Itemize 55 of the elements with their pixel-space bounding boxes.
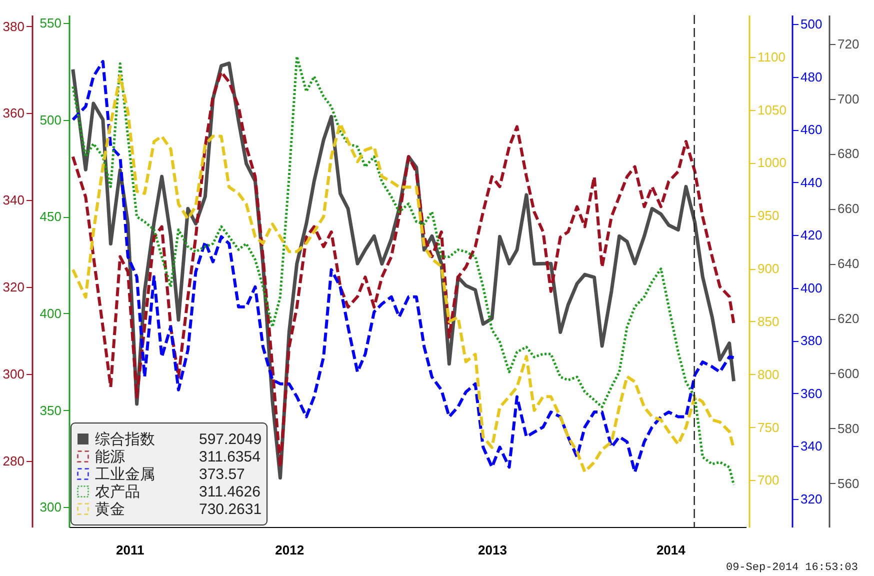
y-tick-label: 680 [838, 146, 860, 162]
legend-label: 黄金 [95, 501, 125, 518]
y3-tick-label: 500 [800, 16, 822, 32]
y2-tick-label: 850 [758, 314, 780, 329]
legend-label: 能源 [95, 448, 125, 466]
y3-tick-label: 480 [800, 69, 822, 84]
legend-label: 农产品 [95, 484, 140, 500]
y2-tick-label: 700 [758, 472, 780, 488]
y-tick-label: 400 [40, 306, 62, 321]
y-tick-label: 700 [838, 91, 860, 106]
y2-tick-label: 300 [2, 366, 24, 382]
x-tick-label: 2013 [478, 542, 507, 558]
y3-tick-label: 460 [800, 122, 822, 138]
annotation: 311.4626 [199, 484, 260, 500]
x-tick-label: 2012 [275, 542, 304, 558]
legend-label: 综合指数 [95, 431, 155, 448]
y-tick-label: 620 [838, 311, 860, 326]
annotation: 597.2049 [199, 431, 262, 448]
y-tick-label: 720 [838, 36, 860, 52]
y2-tick-label: 280 [2, 453, 24, 468]
y-tick-label: 580 [838, 420, 860, 436]
y2-tick-label: 950 [758, 208, 780, 224]
y-tick-label: 550 [40, 16, 62, 31]
x-tick-label: 2011 [116, 542, 144, 558]
annotation: 311.6354 [199, 448, 260, 466]
annotation: 373.57 [199, 466, 245, 483]
x-tick-label: 2014 [656, 542, 686, 558]
y2-tick-label: 1100 [758, 49, 786, 64]
y2-tick-label: 750 [758, 420, 780, 435]
y-tick-label: 450 [40, 209, 62, 224]
y2-tick-label: 900 [758, 261, 780, 276]
y2-tick-label: 360 [2, 106, 24, 121]
y2-tick-label: 1000 [758, 155, 786, 170]
y-tick-label: 600 [838, 366, 860, 381]
y-tick-label: 560 [838, 476, 860, 491]
y3-tick-label: 440 [800, 174, 822, 190]
y2-tick-label: 340 [2, 192, 24, 208]
y-tick-label: 300 [40, 500, 62, 515]
y-tick-label: 500 [40, 112, 62, 128]
y3-tick-label: 400 [800, 280, 822, 296]
y2-tick-label: 1050 [758, 102, 786, 118]
y-tick-label: 640 [838, 256, 860, 272]
y3-tick-label: 420 [800, 228, 822, 243]
y2-tick-label: 320 [2, 280, 24, 295]
text: 09-Sep-2014 16:53:03 [726, 562, 858, 574]
y-tick-label: 350 [40, 402, 62, 418]
y2-tick-label: 800 [758, 366, 780, 382]
y-tick-label: 660 [838, 201, 860, 216]
annotation: 730.2631 [199, 501, 262, 518]
y3-tick-label: 320 [800, 491, 822, 506]
legend-label: 工业金属 [95, 466, 155, 483]
y3-tick-label: 340 [800, 438, 822, 454]
y3-tick-label: 360 [800, 386, 822, 401]
y3-tick-label: 380 [800, 333, 822, 348]
y2-tick-label: 380 [2, 18, 24, 34]
